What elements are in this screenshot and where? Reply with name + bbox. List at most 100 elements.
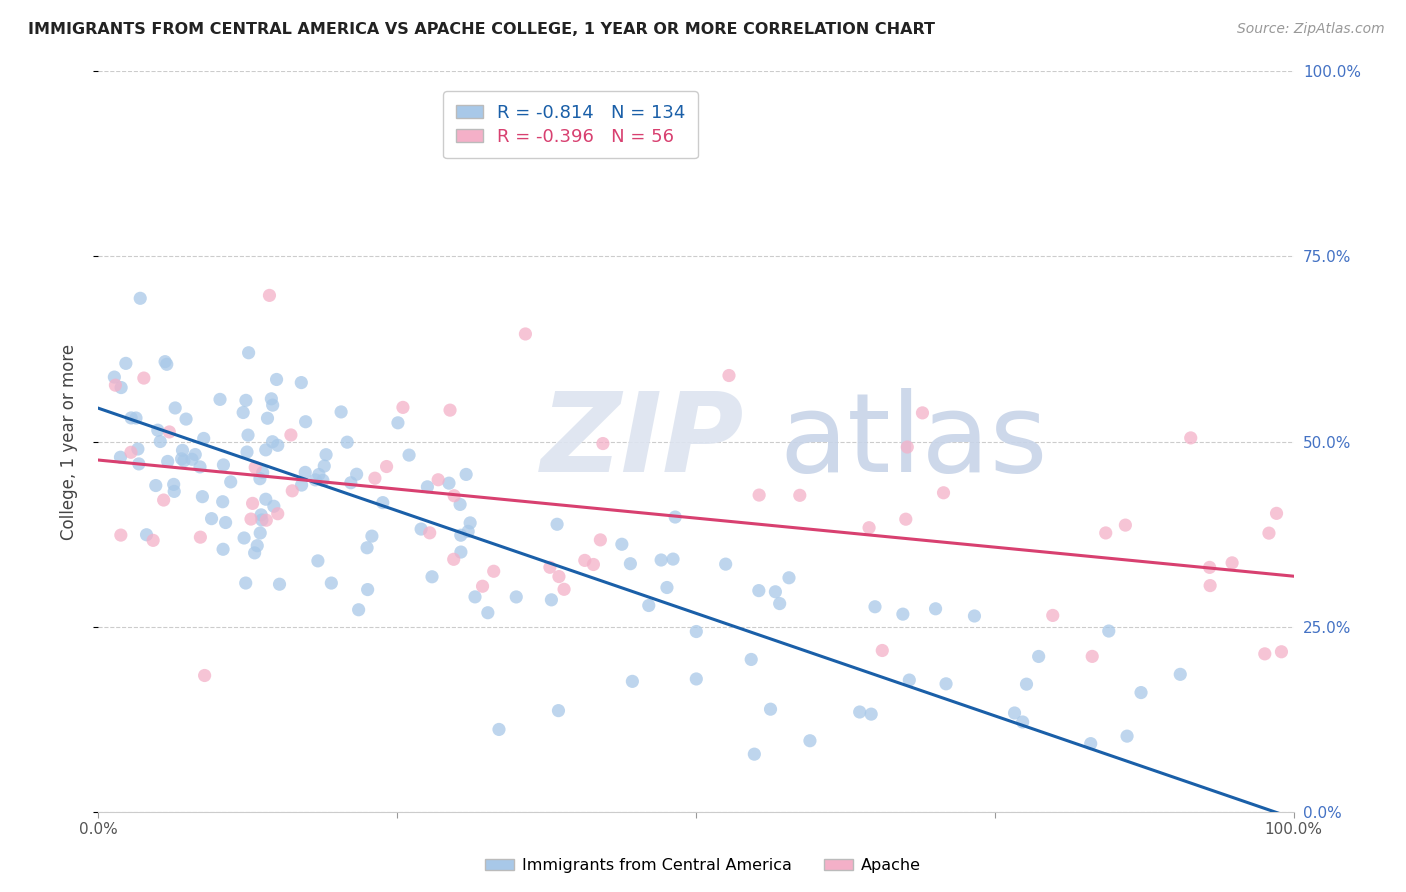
Point bbox=[505, 590, 527, 604]
Point bbox=[290, 376, 312, 390]
Point bbox=[456, 467, 478, 482]
Point bbox=[450, 528, 472, 542]
Point bbox=[1265, 507, 1288, 521]
Point bbox=[375, 459, 398, 474]
Text: atlas: atlas bbox=[779, 388, 1047, 495]
Point bbox=[280, 428, 302, 442]
Point bbox=[420, 570, 443, 584]
Point bbox=[932, 485, 955, 500]
Point bbox=[1094, 525, 1116, 540]
Point bbox=[1098, 624, 1121, 638]
Point bbox=[619, 557, 641, 571]
Point bbox=[896, 440, 918, 454]
Point bbox=[356, 541, 378, 555]
Point bbox=[443, 552, 465, 566]
Point bbox=[1180, 431, 1202, 445]
Point bbox=[314, 458, 336, 473]
Point bbox=[427, 473, 450, 487]
Point bbox=[540, 592, 562, 607]
Point bbox=[662, 552, 685, 566]
Point bbox=[246, 539, 269, 553]
Point bbox=[243, 546, 266, 560]
Point bbox=[439, 403, 461, 417]
Point bbox=[553, 582, 575, 597]
Point bbox=[156, 454, 179, 468]
Point bbox=[356, 582, 378, 597]
Point bbox=[315, 448, 337, 462]
Point bbox=[120, 445, 142, 459]
Point bbox=[174, 412, 197, 426]
Point bbox=[457, 524, 479, 539]
Text: Source: ZipAtlas.com: Source: ZipAtlas.com bbox=[1237, 22, 1385, 37]
Point bbox=[211, 494, 233, 508]
Point bbox=[281, 483, 304, 498]
Point bbox=[1116, 729, 1139, 743]
Point bbox=[371, 495, 394, 509]
Point bbox=[115, 356, 138, 370]
Point bbox=[146, 423, 169, 437]
Point bbox=[778, 571, 800, 585]
Point bbox=[637, 599, 659, 613]
Point bbox=[104, 378, 127, 392]
Point bbox=[252, 466, 274, 480]
Point bbox=[450, 545, 472, 559]
Point bbox=[128, 457, 150, 471]
Point bbox=[935, 677, 957, 691]
Point bbox=[212, 458, 235, 472]
Point bbox=[208, 392, 231, 407]
Point bbox=[269, 577, 291, 591]
Point bbox=[149, 434, 172, 449]
Point bbox=[963, 609, 986, 624]
Point bbox=[1081, 649, 1104, 664]
Point bbox=[250, 508, 273, 522]
Point bbox=[260, 392, 283, 406]
Point bbox=[437, 476, 460, 491]
Y-axis label: College, 1 year or more: College, 1 year or more bbox=[59, 343, 77, 540]
Point bbox=[1080, 737, 1102, 751]
Point bbox=[610, 537, 633, 551]
Point bbox=[664, 510, 686, 524]
Point bbox=[1015, 677, 1038, 691]
Point bbox=[769, 597, 792, 611]
Point bbox=[655, 581, 678, 595]
Point bbox=[267, 507, 290, 521]
Point bbox=[464, 590, 486, 604]
Point bbox=[173, 454, 195, 468]
Point bbox=[254, 442, 277, 457]
Point bbox=[361, 529, 384, 543]
Point bbox=[1004, 706, 1026, 720]
Point bbox=[232, 405, 254, 419]
Point bbox=[263, 500, 285, 514]
Point bbox=[443, 489, 465, 503]
Point bbox=[267, 438, 290, 452]
Point bbox=[254, 513, 277, 527]
Text: IMMIGRANTS FROM CENTRAL AMERICA VS APACHE COLLEGE, 1 YEAR OR MORE CORRELATION CH: IMMIGRANTS FROM CENTRAL AMERICA VS APACH… bbox=[28, 22, 935, 37]
Legend: Immigrants from Central America, Apache: Immigrants from Central America, Apache bbox=[479, 852, 927, 880]
Point bbox=[872, 643, 894, 657]
Point bbox=[799, 733, 821, 747]
Point bbox=[135, 527, 157, 541]
Point bbox=[188, 459, 211, 474]
Point bbox=[1220, 556, 1243, 570]
Point bbox=[250, 513, 273, 527]
Point bbox=[200, 511, 222, 525]
Point bbox=[650, 553, 672, 567]
Point bbox=[304, 473, 326, 487]
Point bbox=[759, 702, 782, 716]
Point bbox=[132, 371, 155, 385]
Point bbox=[1130, 685, 1153, 699]
Point bbox=[153, 354, 176, 368]
Point bbox=[1042, 608, 1064, 623]
Point bbox=[125, 411, 148, 425]
Point bbox=[848, 705, 870, 719]
Point bbox=[214, 516, 236, 530]
Point bbox=[262, 398, 284, 412]
Point bbox=[110, 528, 132, 542]
Point bbox=[236, 445, 259, 459]
Point bbox=[219, 475, 242, 489]
Point bbox=[145, 478, 167, 492]
Point bbox=[364, 471, 387, 485]
Point bbox=[924, 601, 946, 615]
Point bbox=[233, 531, 256, 545]
Point bbox=[312, 473, 335, 487]
